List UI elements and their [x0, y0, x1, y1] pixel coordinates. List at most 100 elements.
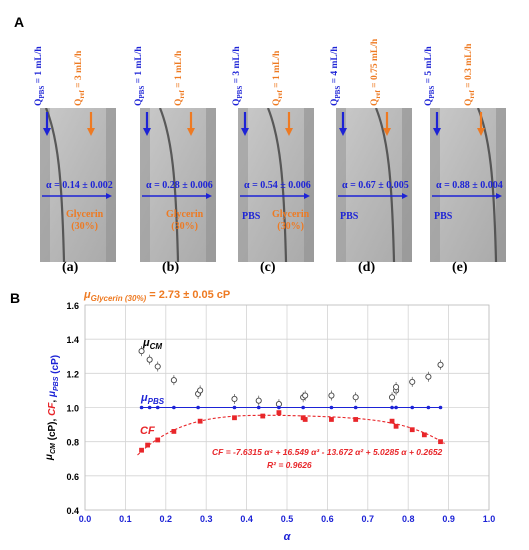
y-tick-label: 0.6: [66, 472, 79, 482]
q-ref-label: Qref = 1 mL/h: [174, 50, 186, 106]
microscope-image: [40, 108, 116, 262]
mu-cm-point: [275, 401, 282, 408]
x-tick-label: 0.8: [402, 514, 415, 524]
subpanel-label: (c): [260, 260, 276, 275]
cf-point: [139, 447, 144, 453]
microscope-image: [238, 108, 314, 262]
y-tick-label: 1.0: [66, 404, 79, 414]
mu-cm-point: [197, 387, 204, 394]
x-tick-label: 0.4: [240, 514, 253, 524]
mu-pbs-point: [172, 405, 176, 410]
cf-point: [260, 413, 266, 419]
pbs-fluid-label: PBS: [434, 211, 453, 222]
cf-point: [421, 432, 427, 438]
q-ref-label: Qref = 0.3 mL/h: [464, 43, 476, 106]
x-tick-label: 0.7: [362, 514, 375, 524]
q-pbs-label: QPBS = 1 mL/h: [34, 46, 46, 106]
cf-point: [393, 423, 399, 429]
mu-pbs-label: μPBS: [140, 392, 165, 406]
x-tick-label: 0.0: [79, 514, 92, 524]
subpanel-label: (b): [162, 260, 180, 275]
mu-cm-point: [388, 394, 396, 401]
fit-r2: R² = 0.9626: [267, 460, 312, 470]
x-tick-label: 1.0: [483, 514, 496, 524]
microscope-image: [430, 108, 506, 262]
mu-cm-label: μCM: [142, 337, 162, 351]
mu-pbs-point: [426, 405, 431, 410]
mu-cm-point: [138, 348, 145, 355]
subpanel-label: (a): [62, 260, 79, 275]
mu-pbs-point: [147, 405, 152, 410]
microscope-image: [140, 108, 216, 262]
mu-cm-point: [255, 397, 262, 404]
y-axis-label: μCM (cP), CF, μPBS (cP): [44, 355, 61, 461]
mu-pbs-point: [139, 405, 144, 410]
mu-pbs-point: [155, 405, 160, 410]
mu-pbs-point: [410, 405, 415, 410]
y-tick-label: 0.4: [66, 506, 79, 516]
fit-equation: CF = -7.6315 α⁴ + 16.549 α³ - 13.672 α² …: [212, 447, 443, 457]
cf-point: [197, 418, 203, 424]
mu-cm-point: [393, 387, 400, 394]
pbs-fluid-label: PBS: [242, 211, 261, 222]
mu-cm-point: [302, 392, 309, 399]
x-axis-label: α: [284, 531, 292, 543]
mu-cm-point: [146, 356, 153, 363]
mu-pbs-point: [353, 405, 358, 410]
mu-cm-point: [393, 383, 400, 391]
cf-point: [300, 415, 306, 421]
mu-pbs-point: [232, 405, 237, 410]
q-ref-label: Qref = 1 mL/h: [272, 50, 284, 106]
q-pbs-label: QPBS = 4 mL/h: [330, 46, 342, 106]
cf-point: [155, 437, 161, 443]
cf-point: [145, 442, 151, 448]
glycerin-fluid-label: Glycerin (30%): [272, 209, 310, 232]
cf-fit-curve: [137, 414, 445, 456]
mu-cm-point: [300, 394, 307, 401]
mu-pbs-point: [438, 405, 443, 410]
q-pbs-label: QPBS = 3 mL/h: [232, 46, 244, 106]
plot-area: [84, 304, 490, 511]
mu-cm-point: [195, 390, 202, 397]
x-tick-label: 0.6: [321, 514, 334, 524]
mu-pbs-point: [301, 405, 305, 410]
q-ref-label: Qref = 0.75 mL/h: [370, 38, 382, 106]
q-pbs-label: QPBS = 5 mL/h: [424, 46, 436, 106]
y-tick-label: 0.8: [66, 438, 79, 448]
mu-pbs-point: [196, 405, 200, 410]
mu-pbs-point: [329, 405, 334, 410]
x-tick-label: 0.5: [281, 514, 294, 524]
mu-cm-point: [154, 363, 161, 370]
microscope-image: [336, 108, 412, 262]
cf-point: [389, 418, 395, 424]
cf-point: [438, 439, 443, 445]
y-tick-label: 1.4: [66, 335, 79, 345]
x-tick-label: 0.3: [200, 514, 213, 524]
mu-cm-point: [170, 377, 177, 384]
cf-point: [302, 417, 308, 422]
alpha-value-label: α = 0.88 ± 0.004: [436, 180, 503, 191]
glycerin-fluid-label: Glycerin (30%): [166, 209, 204, 232]
cf-point: [329, 417, 334, 422]
cf-point: [276, 410, 282, 416]
y-tick-label: 1.6: [66, 301, 79, 311]
glycerin-fluid-label: Glycerin (30%): [66, 209, 104, 232]
pbs-fluid-label: PBS: [340, 211, 359, 222]
panel-a-label: A: [14, 14, 25, 30]
cf-point: [409, 427, 415, 433]
q-ref-label: Qref = 3 mL/h: [74, 50, 86, 106]
mu-cm-point: [437, 361, 444, 368]
alpha-value-label: α = 0.28 ± 0.006: [146, 180, 213, 191]
cf-point: [353, 417, 359, 422]
alpha-value-label: α = 0.67 ± 0.005: [342, 180, 409, 191]
mu-pbs-point: [394, 405, 398, 410]
mu-cm-point: [352, 394, 359, 401]
alpha-value-label: α = 0.14 ± 0.002: [46, 180, 113, 191]
mu-pbs-point: [277, 405, 281, 410]
x-tick-label: 0.2: [160, 514, 173, 524]
mu-cm-point: [409, 378, 416, 385]
y-tick-label: 1.2: [66, 369, 79, 379]
subpanel-label: (d): [358, 260, 376, 275]
cf-point: [171, 429, 177, 434]
q-pbs-label: QPBS = 1 mL/h: [134, 46, 146, 106]
